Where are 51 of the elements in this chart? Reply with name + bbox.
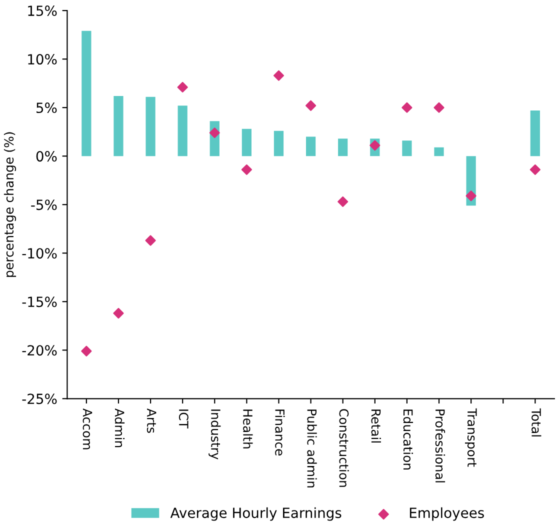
point [466, 190, 476, 202]
x-tick-label: Public admin [307, 410, 317, 488]
bar [274, 130, 284, 156]
x-tick-label: Construction [339, 409, 349, 487]
point [370, 140, 380, 151]
x-tick-label: Health [243, 410, 253, 448]
bar [242, 128, 252, 156]
bar [338, 138, 348, 156]
bar [82, 30, 92, 156]
y-tick-label: -15% [22, 296, 57, 308]
point [113, 308, 124, 319]
x-tick-label: Arts [146, 408, 156, 433]
y-tick-label: 0% [36, 151, 57, 162]
point [402, 102, 412, 113]
bar [306, 136, 316, 156]
point [177, 82, 188, 93]
x-tick-label: ICT [178, 410, 188, 428]
point [209, 128, 220, 138]
y-tick-label: 10% [28, 54, 57, 65]
point [434, 102, 444, 113]
y-tick-label: 5% [36, 102, 57, 114]
x-tick-label: Total [532, 408, 542, 436]
y-tick-label: 15% [28, 6, 57, 16]
bar [402, 140, 412, 156]
bar [114, 96, 124, 156]
y-axis-title: percentage change (%) [4, 132, 16, 277]
y-tick-label: -5% [31, 200, 57, 210]
legend-label: Employees [410, 507, 484, 521]
legend-label: Average Hourly Earnings [170, 507, 342, 521]
point [273, 70, 284, 81]
x-tick-label: Education [403, 410, 414, 470]
bar [530, 110, 540, 156]
x-tick-label: Industry [208, 410, 221, 460]
point [306, 100, 316, 111]
y-tick-label: -20% [22, 345, 57, 356]
bar [146, 96, 156, 156]
point [338, 196, 348, 207]
x-tick-label: Retail [371, 410, 381, 443]
x-tick-label: Accom [82, 408, 92, 450]
point [145, 235, 156, 246]
bar [434, 147, 444, 156]
x-tick-label: Professional [435, 410, 446, 482]
point [241, 164, 252, 175]
point [81, 346, 92, 356]
x-tick-label: Transport [465, 408, 477, 467]
y-tick-label: -10% [22, 248, 57, 259]
x-tick-label: Admin [114, 408, 125, 448]
y-tick-label: -25% [22, 394, 57, 404]
x-tick-label: Finance [275, 410, 285, 456]
bar [178, 106, 188, 156]
point [530, 164, 540, 175]
